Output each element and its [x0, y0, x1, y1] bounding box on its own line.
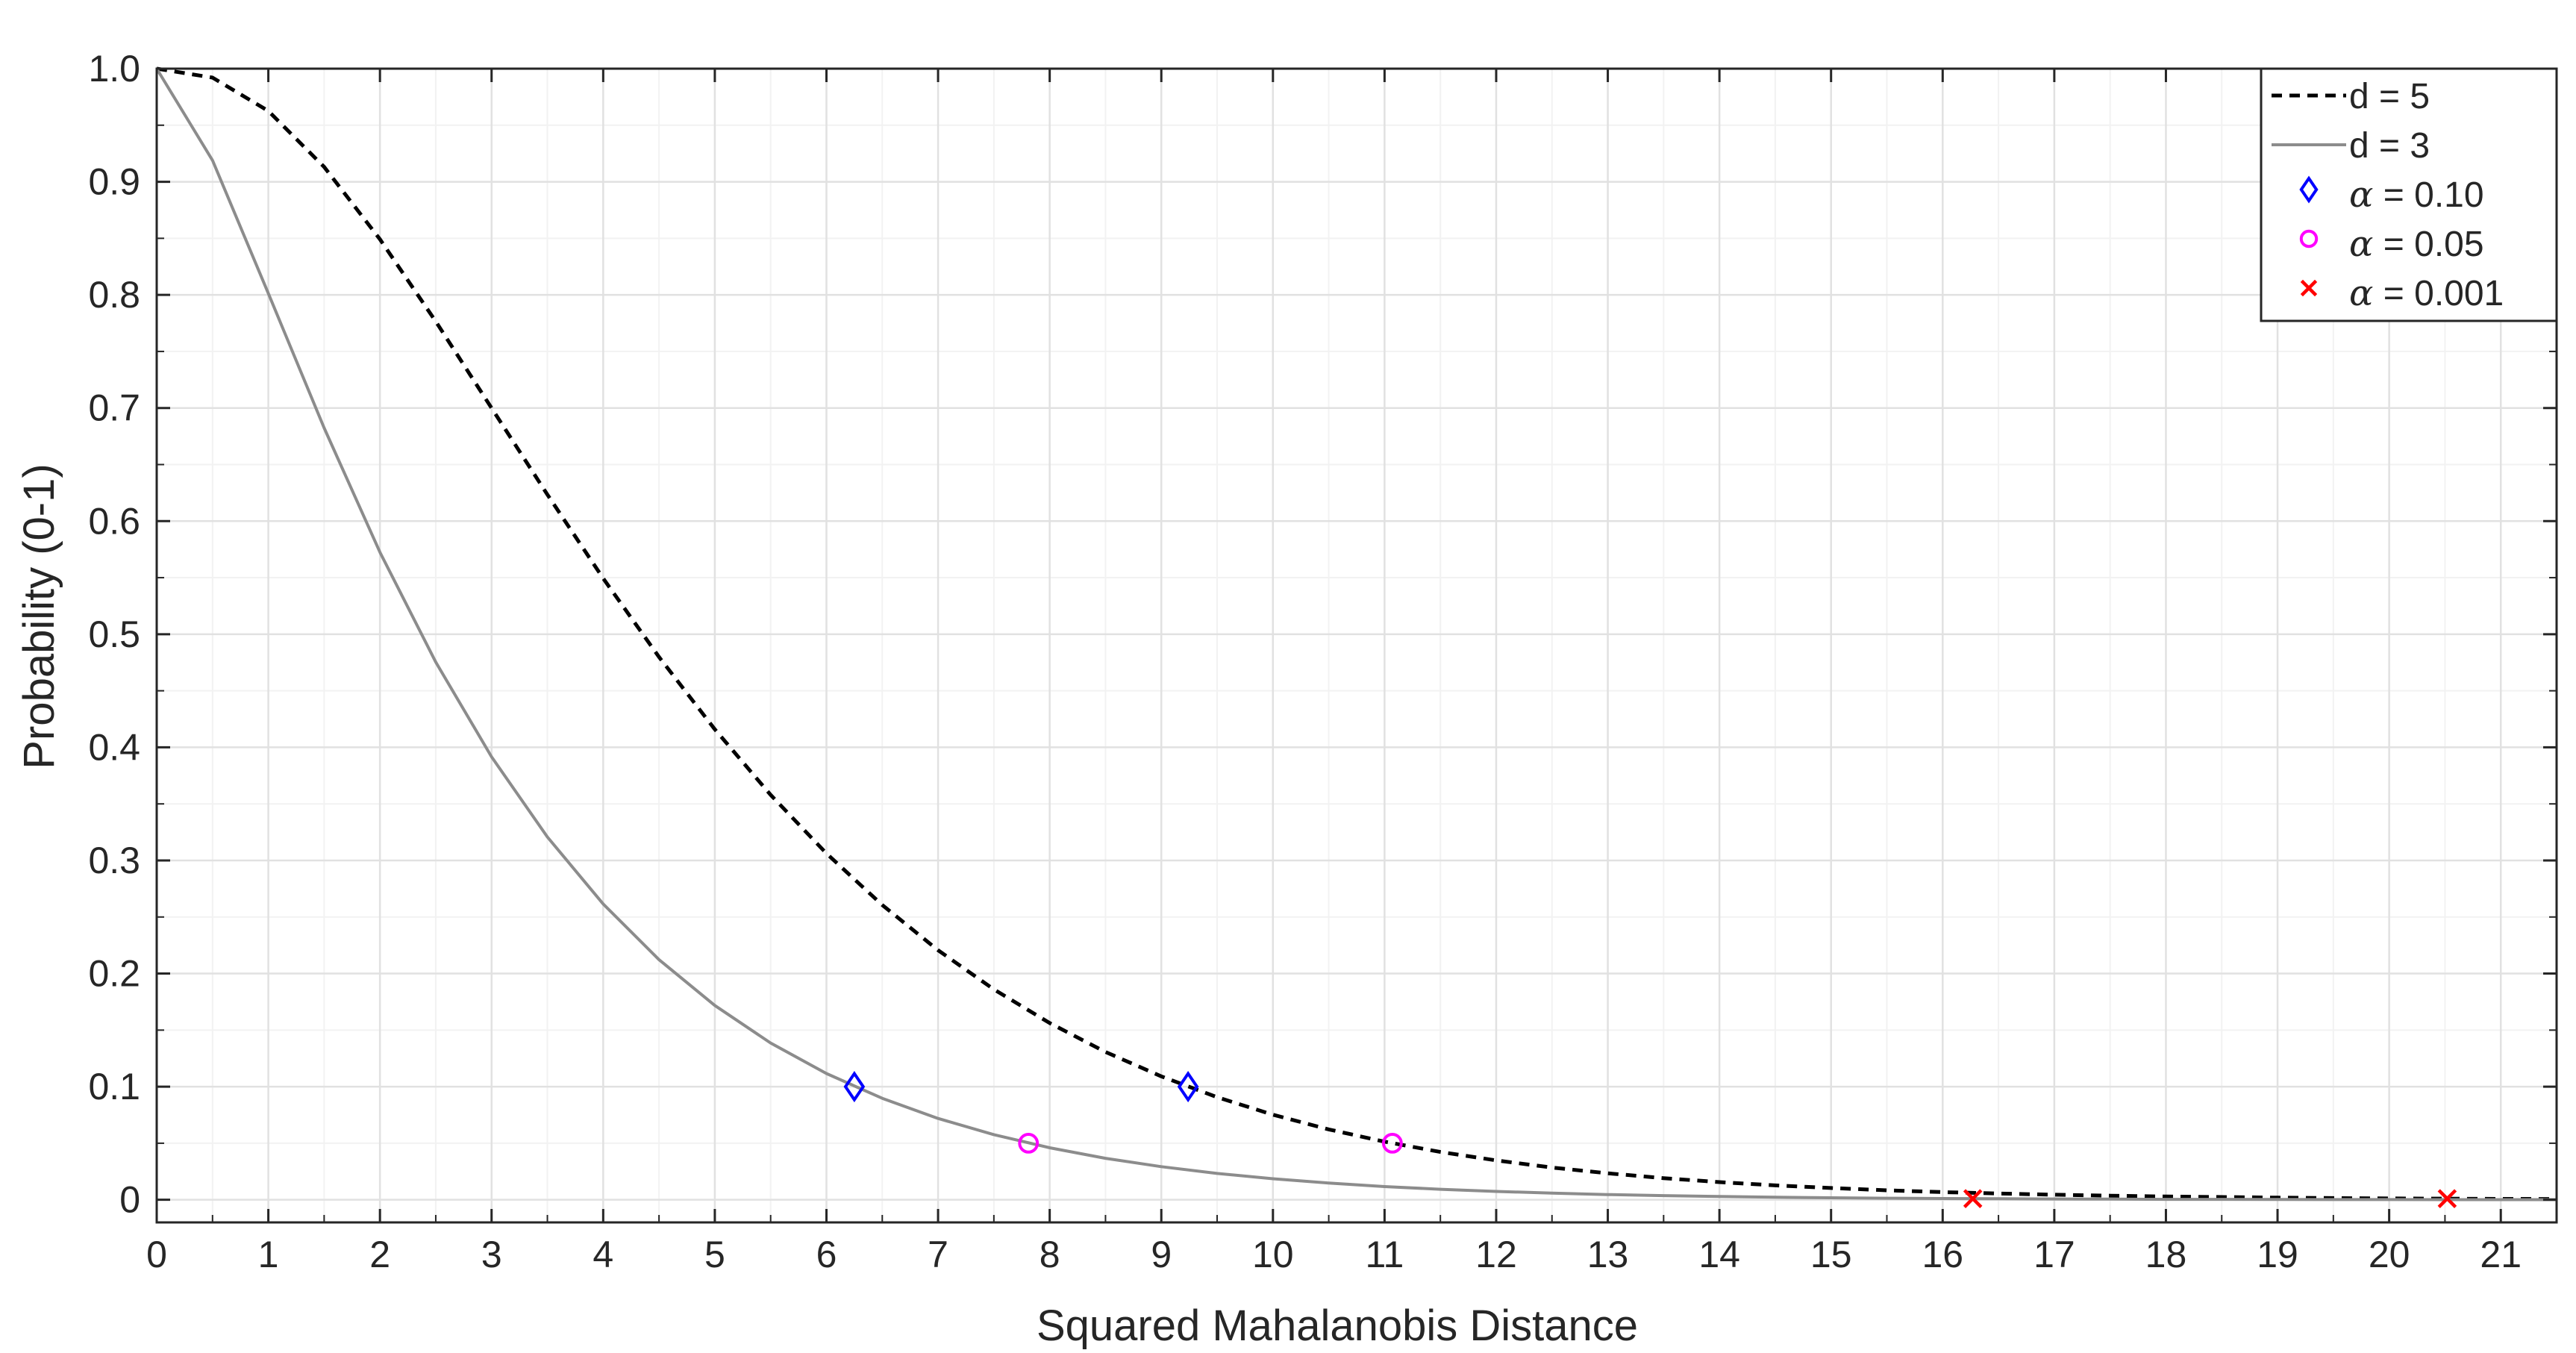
series-lines: [155, 66, 2557, 1202]
x-tick-label: 3: [481, 1234, 502, 1275]
y-tick-label: 0.2: [88, 953, 140, 995]
legend-alpha-symbol: α: [2349, 223, 2373, 265]
legend-alpha-value: = 0.10: [2373, 175, 2483, 215]
y-axis-label: Probability (0-1): [15, 463, 63, 769]
y-tick-label: 1.0: [88, 48, 140, 90]
x-tick-label: 5: [704, 1234, 725, 1275]
y-tick-label: 0.9: [88, 161, 140, 203]
x-tick-label: 6: [816, 1234, 837, 1275]
y-tick-label: 0.3: [88, 840, 140, 881]
marker-cross-stroke-b: [1963, 1189, 1983, 1208]
marker-circle: [1018, 1133, 1040, 1154]
legend-marker-cross-stroke-b: [2300, 279, 2318, 297]
x-axis-label: Squared Mahalanobis Distance: [1037, 1302, 1638, 1349]
legend-marker-circle: [2299, 229, 2319, 249]
x-tick-label: 11: [1365, 1234, 1404, 1275]
legend-box: [2260, 67, 2558, 322]
y-tick-label: 0.7: [88, 387, 140, 429]
y-tick-label: 0.6: [88, 500, 140, 542]
x-tick-label: 14: [1698, 1234, 1740, 1275]
marker-circle: [1381, 1133, 1403, 1154]
marker-cross: [2437, 1189, 2457, 1208]
axes-frame: [155, 67, 2558, 1224]
series-line-d-3: [155, 67, 2557, 1202]
legend-alpha-value: = 0.001: [2373, 274, 2504, 313]
legend-alpha-value: = 0.05: [2373, 225, 2483, 264]
x-tick-label: 8: [1040, 1234, 1060, 1275]
series-line-d-5: [156, 66, 2557, 1202]
x-tick-label: 4: [593, 1234, 613, 1275]
x-tick-label: 13: [1587, 1234, 1629, 1275]
x-tick-label: 0: [146, 1234, 167, 1275]
marker-cross: [1963, 1189, 1983, 1208]
legend-label: α = 0.001: [2349, 272, 2504, 314]
x-tick-label: 2: [369, 1234, 390, 1275]
minor-grid: [157, 69, 2557, 1222]
legend-alpha-symbol: α: [2349, 272, 2373, 314]
legend-marker-cross: [2300, 279, 2318, 297]
marker-diamond: [1177, 1071, 1199, 1103]
x-tick-label: 18: [2145, 1234, 2187, 1275]
legend-label: d = 5: [2349, 77, 2430, 116]
y-tick-label: 0.1: [88, 1066, 140, 1107]
x-tick-label: 9: [1151, 1234, 1172, 1275]
x-tick-label: 16: [1922, 1234, 1963, 1275]
legend-label: d = 3: [2349, 126, 2430, 166]
major-grid: [155, 67, 2557, 1222]
x-tick-label: 15: [1810, 1234, 1852, 1275]
legend-alpha-symbol: α: [2349, 174, 2373, 216]
legend-marker-diamond: [2299, 175, 2319, 204]
legend-label: α = 0.05: [2349, 223, 2484, 265]
x-tick-label: 10: [1252, 1234, 1294, 1275]
x-tick-label: 7: [928, 1234, 948, 1275]
legend: d = 5d = 3α = 0.10α = 0.05α = 0.001: [2260, 67, 2558, 322]
y-tick-label: 0.5: [88, 613, 140, 655]
y-tick-label: 0.8: [88, 274, 140, 316]
x-tick-label: 21: [2480, 1234, 2522, 1275]
legend-label: α = 0.10: [2349, 174, 2484, 216]
x-tick-label: 17: [2033, 1234, 2075, 1275]
x-tick-label: 12: [1475, 1234, 1517, 1275]
x-tick-label: 20: [2369, 1234, 2410, 1275]
y-tick-label: 0.4: [88, 726, 140, 768]
marker-diamond: [843, 1071, 866, 1103]
y-tick-label: 0: [119, 1179, 140, 1221]
x-tick-label: 1: [258, 1234, 279, 1275]
x-tick-label: 19: [2257, 1234, 2298, 1275]
axes-box: [155, 67, 2558, 1224]
alpha-markers: [843, 1071, 2457, 1208]
marker-cross-stroke-b: [2437, 1189, 2457, 1208]
